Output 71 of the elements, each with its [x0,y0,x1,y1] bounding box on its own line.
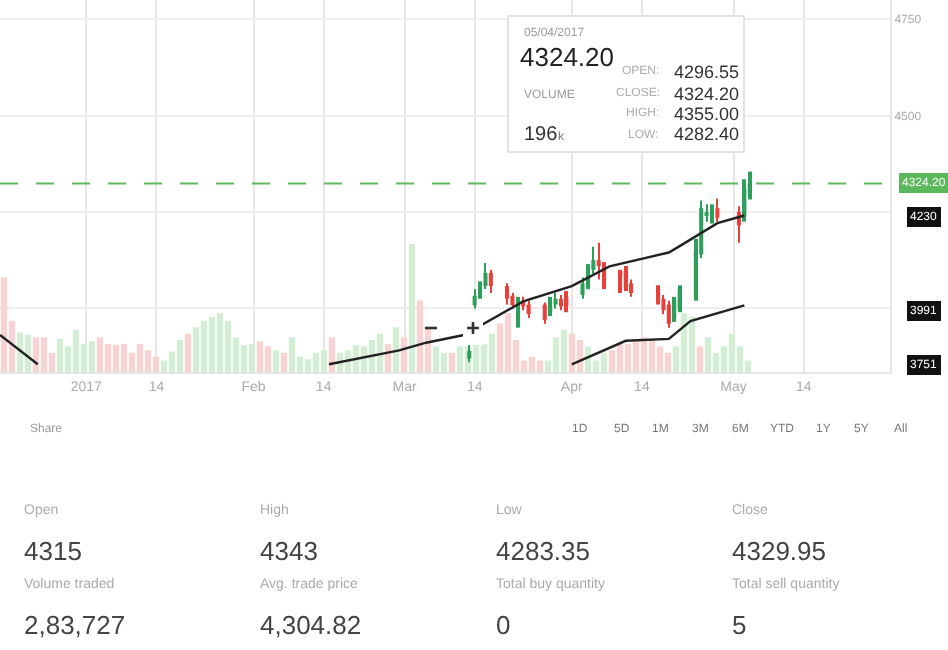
text: 4315 [24,536,82,566]
annotation: 4355.00 [674,104,740,124]
bar [192,327,200,372]
annotation: 4282.40 [674,124,740,144]
bar [432,346,440,372]
annotation: − [424,314,439,342]
bar [120,343,128,372]
bar [104,343,112,372]
bar [488,333,496,372]
bar [256,341,264,372]
annotation: 4296.55 [674,62,740,82]
bar [240,345,248,372]
bar [456,346,464,372]
bar [696,346,704,372]
bar [72,329,80,372]
bar [176,340,184,372]
bar [136,343,144,372]
bar [656,346,664,372]
bar [280,352,288,372]
annotation: 4324.20 [520,42,614,72]
bar [312,352,320,372]
bar [96,337,104,372]
bar [40,337,48,372]
bar [536,360,544,372]
bar [472,343,480,372]
bar [624,343,632,372]
bar [200,320,208,372]
bar [440,352,448,372]
bar [560,329,568,372]
bar [640,337,648,372]
bar [208,316,216,372]
bar [600,352,608,372]
bar [248,343,256,372]
bar [224,320,232,372]
text: 4343 [260,536,318,566]
bar [608,350,616,372]
bar [272,350,280,372]
bar [552,337,560,372]
text: 4,304.82 [260,610,362,640]
bar [528,356,536,372]
bar [304,359,312,372]
text: 0 [496,610,511,640]
text: 4329.95 [732,536,826,566]
bar [408,244,416,372]
bar [664,352,672,372]
bar [184,333,192,372]
bar [648,340,656,372]
bar [728,333,736,372]
text: 2,83,727 [24,610,126,640]
bar [320,350,328,372]
annotation: 4324.20 [674,84,740,104]
bar [128,352,136,372]
bar [616,343,624,372]
bar [160,360,168,372]
bar [416,300,424,372]
bar [448,352,456,372]
bar [216,313,224,372]
bar [0,277,8,372]
bar [56,338,64,372]
annotation: + [466,314,481,342]
text: 4283.35 [496,536,590,566]
bar [112,345,120,372]
bar [704,337,712,372]
bar [152,356,160,372]
annotation: 196 [524,124,559,146]
bar [504,313,512,372]
text: 5 [732,610,747,640]
bar [288,337,296,372]
bar [264,346,272,372]
bar [144,350,152,372]
bar [88,341,96,372]
